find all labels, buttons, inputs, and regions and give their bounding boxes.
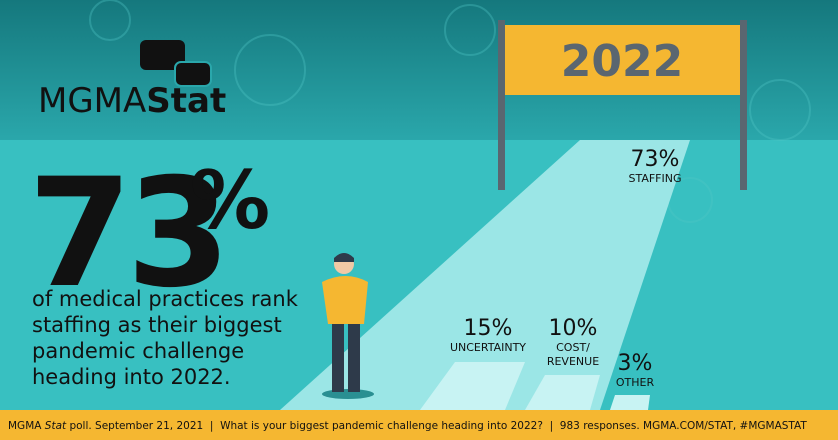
- result-value: 10%: [549, 316, 598, 341]
- result-label: REVENUE: [547, 355, 599, 368]
- banner-text: 2022: [561, 36, 683, 87]
- result-label: UNCERTAINTY: [450, 341, 526, 354]
- result-value: 15%: [464, 316, 513, 341]
- results: 73% STAFFING 15% UNCERTAINTY 10% COST/ R…: [450, 147, 682, 389]
- headline-line: of medical practices rank: [32, 287, 299, 311]
- headline-line: heading into 2022.: [32, 365, 231, 389]
- beam: [610, 395, 650, 410]
- banner-post: [740, 20, 747, 190]
- logo: MGMAStat: [38, 81, 226, 121]
- headline-text: of medical practices rank staffing as th…: [32, 287, 299, 389]
- footer-text: Stat: [45, 420, 67, 432]
- result-label: OTHER: [616, 376, 655, 389]
- footer-bar: [0, 410, 838, 440]
- footer: MGMA Stat poll. September 21, 2021 | Wha…: [8, 420, 807, 432]
- result-label: STAFFING: [628, 172, 681, 185]
- headline-line: staffing as their biggest: [32, 313, 282, 337]
- logo-bubble: [174, 61, 212, 87]
- logo-text: Stat: [146, 81, 226, 121]
- result-value: 3%: [618, 351, 653, 376]
- logo-text: MGMA: [38, 81, 146, 121]
- beam: [420, 362, 525, 410]
- person: [322, 253, 374, 399]
- headline-unit: %: [190, 154, 270, 247]
- footer-text: poll. September 21, 2021 | What is your …: [66, 420, 807, 432]
- banner: [505, 25, 740, 95]
- headline-line: pandemic challenge: [32, 339, 244, 363]
- banner-post: [498, 20, 505, 190]
- headline-value: 73: [28, 147, 225, 321]
- beam: [280, 140, 690, 410]
- beam: [525, 375, 600, 410]
- result-value: 73%: [631, 147, 680, 172]
- result-label: COST/: [556, 341, 590, 354]
- logo-bubble: [140, 40, 185, 70]
- footer-text: MGMA: [8, 420, 45, 432]
